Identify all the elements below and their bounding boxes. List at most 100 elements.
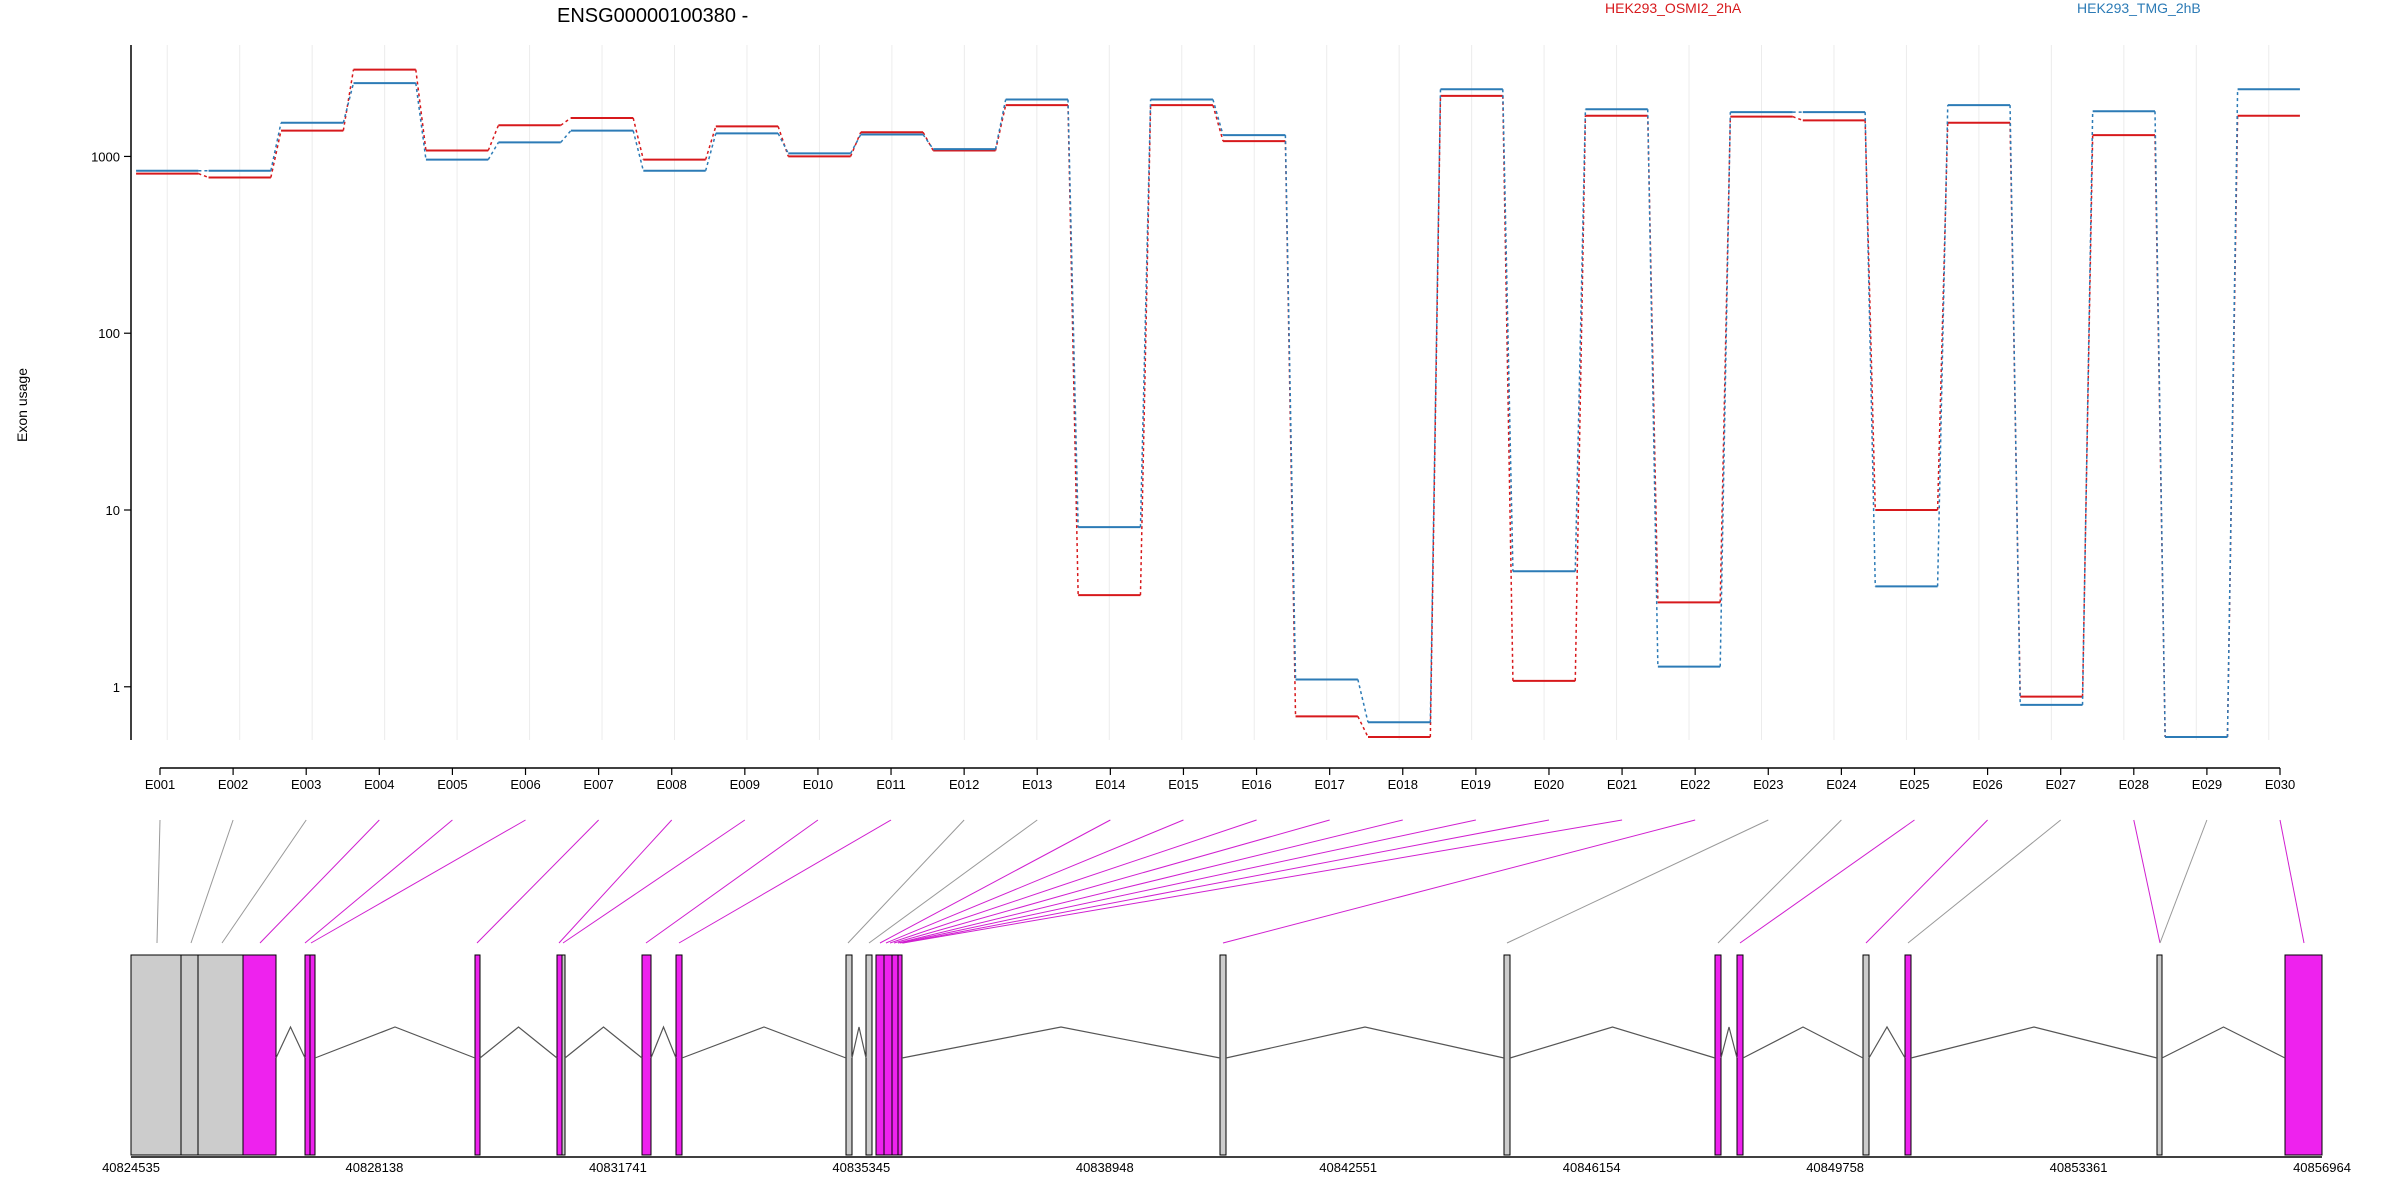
exon-connector [879,819,1111,944]
x-tick-label: E022 [1680,777,1710,792]
series-connector [560,130,572,143]
y-tick-label: 10 [106,503,120,518]
series-connector [270,130,282,178]
axes: 1 10 100 1000 E001 E002 E003 E004 E005 E006 E007 E0… [91,45,2295,792]
series-connector [849,131,862,157]
x-tick-label: E016 [1241,777,1271,792]
series-connector [342,69,355,131]
series-connector [487,142,500,160]
intron-line [275,1025,306,1059]
series-connector [1212,99,1224,136]
series-connector [415,69,427,151]
x-tick-label: E025 [1899,777,1929,792]
x-tick-label: E014 [1095,777,1125,792]
series-connector [1936,122,1949,511]
series-connector [1574,115,1587,681]
x-tick-label: E023 [1753,777,1783,792]
exon-box [2156,954,2163,1156]
intron-line [650,1025,677,1059]
genomic-tick-label: 40842551 [1319,1160,1377,1175]
series-connector [1864,112,1877,587]
x-tick-label: E029 [2192,777,2222,792]
x-tick-label: E027 [2046,777,2076,792]
intron-line [1868,1025,1906,1059]
x-tick-label: E028 [2119,777,2149,792]
series-connector [1936,105,1949,587]
genomic-tick-label: 40853361 [2050,1160,2108,1175]
exon-box [675,954,683,1156]
exon-box [1219,954,1227,1156]
exon-connector [2279,819,2305,944]
x-tick-label: E017 [1314,777,1344,792]
exon-box [474,954,481,1156]
y-tick-label: 1 [113,680,120,695]
genomic-tick-label: 40835345 [832,1160,890,1175]
series-connector [487,125,500,151]
exon-box [1862,954,1870,1156]
exon-connector [899,819,1476,944]
intron-line [1720,1026,1738,1059]
intron-line [1225,1026,1505,1059]
exon-connector [259,819,380,944]
genomic-tick-label: 40824535 [102,1160,160,1175]
exon-connector [2133,819,2161,944]
series-connector [1719,112,1732,667]
exon-box [891,954,899,1156]
exon-connector [156,819,161,944]
series-connector [198,172,209,179]
exon-box [1904,954,1912,1156]
y-axis-label: Exon usage [14,368,30,442]
series-connector [2226,89,2239,738]
intron-line [1509,1026,1716,1059]
x-tick-label: E005 [437,777,467,792]
exon-connector [1739,819,1915,944]
genomic-tick-label: 40856964 [2293,1160,2351,1175]
series-connector [1792,115,1804,122]
series-connector [270,122,282,171]
series-connector [922,134,934,150]
series-2 [136,82,2300,738]
x-tick-label: E030 [2265,777,2295,792]
x-tick-label: E011 [876,777,905,792]
legend-series-1: HEK293_OSMI2_2hA [1605,0,1742,16]
series-connector [1284,135,1297,680]
x-tick-label: E007 [583,777,613,792]
series-connector [415,82,427,160]
series-connector [1429,95,1442,738]
exon-connector [476,819,599,944]
exon-box [309,954,316,1156]
exon-connectors [156,819,2305,944]
series-connector [1502,89,1514,572]
series-connector [1574,109,1587,572]
series-connector [1864,120,1877,511]
exon-box [641,954,652,1156]
exon-connector [889,819,1257,944]
x-tick-label: E004 [364,777,394,792]
y-tick-label: 1000 [91,149,120,164]
exon-connector [304,819,453,944]
vertical-grid [166,45,2270,740]
exon-box [845,954,853,1156]
x-tick-label: E018 [1388,777,1418,792]
exon-box [865,954,873,1156]
series-lines [136,68,2300,738]
x-tick-label: E013 [1022,777,1052,792]
x-tick-label: E020 [1534,777,1564,792]
series-connector [2154,111,2166,738]
intron-line [564,1026,643,1059]
exon-connector [893,819,1330,944]
intron-line [901,1026,1221,1059]
x-tick-label: E010 [803,777,833,792]
series-connector [1212,104,1224,142]
x-tick-label: E021 [1607,777,1637,792]
intron-line [2161,1026,2286,1059]
x-tick-label: E008 [657,777,687,792]
series-connector [1067,99,1079,528]
exon-connector [190,819,234,944]
exon-connector [2159,819,2208,944]
series-connector [1357,716,1369,738]
series-connector [1502,95,1514,681]
exon-connector [221,819,307,944]
exon-box [561,954,566,1156]
genomic-tick-label: 40846154 [1563,1160,1621,1175]
